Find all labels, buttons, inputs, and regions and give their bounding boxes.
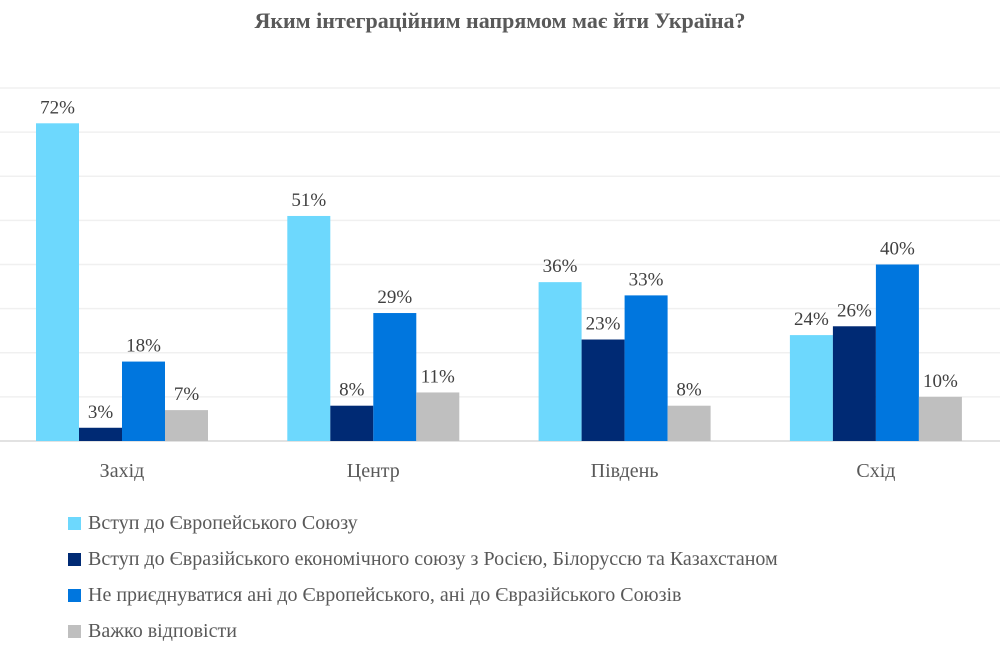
category-label: Захід [100,460,145,482]
legend-swatch [68,624,81,638]
legend-label: Вступ до Європейського Союзу [88,511,358,534]
legend-item: Важко відповісти [68,613,778,649]
data-label: 8% [339,380,365,401]
data-label: 3% [88,402,114,423]
data-label: 36% [543,256,578,277]
legend: Вступ до Європейського Союзу Вступ до Євр… [68,505,778,649]
bar [416,392,460,441]
data-label: 23% [586,314,621,335]
bar [36,123,79,442]
bar-chart: Захід 72% 3% 18% 7% Центр 51% 8% 29% 11% Південь 36… [0,87,1000,482]
bar [918,396,962,441]
bar [667,405,711,441]
data-label: 24% [794,309,829,330]
bar [581,339,625,441]
legend-swatch [68,516,81,530]
data-label: 10% [923,371,958,392]
bar [287,215,331,441]
legend-label: Важко відповісти [88,619,237,642]
legend-label: Не приєднуватися ані до Європейського, а… [88,583,682,606]
legend-item: Вступ до Європейського Союзу [68,505,778,541]
category-label: Центр [347,460,400,482]
legend-item: Вступ до Євразійського економічного союз… [68,541,778,577]
data-label: 40% [880,239,915,260]
bar [122,361,165,441]
bar [79,427,122,441]
category-label: Схід [856,460,895,482]
data-label: 29% [377,287,412,308]
data-label: 51% [291,190,326,211]
legend-label: Вступ до Євразійського економічного союз… [88,547,778,570]
data-label: 11% [421,366,455,387]
bar [789,335,833,441]
legend-item: Не приєднуватися ані до Європейського, а… [68,577,778,613]
bar [165,410,208,441]
bar [373,313,417,441]
legend-swatch [68,552,81,566]
bar [832,326,876,441]
data-label: 18% [126,336,161,357]
chart-title: Яким інтеграційним напрямом має йти Укра… [254,8,746,33]
bar [624,295,668,441]
category-label: Південь [591,460,659,482]
data-label: 8% [676,380,702,401]
data-label: 7% [174,384,200,405]
data-label: 26% [837,300,872,321]
bar [538,282,582,441]
data-label: 72% [40,97,75,118]
bar [875,264,919,441]
data-label: 33% [629,269,664,290]
bar [330,405,374,441]
legend-swatch [68,588,81,602]
